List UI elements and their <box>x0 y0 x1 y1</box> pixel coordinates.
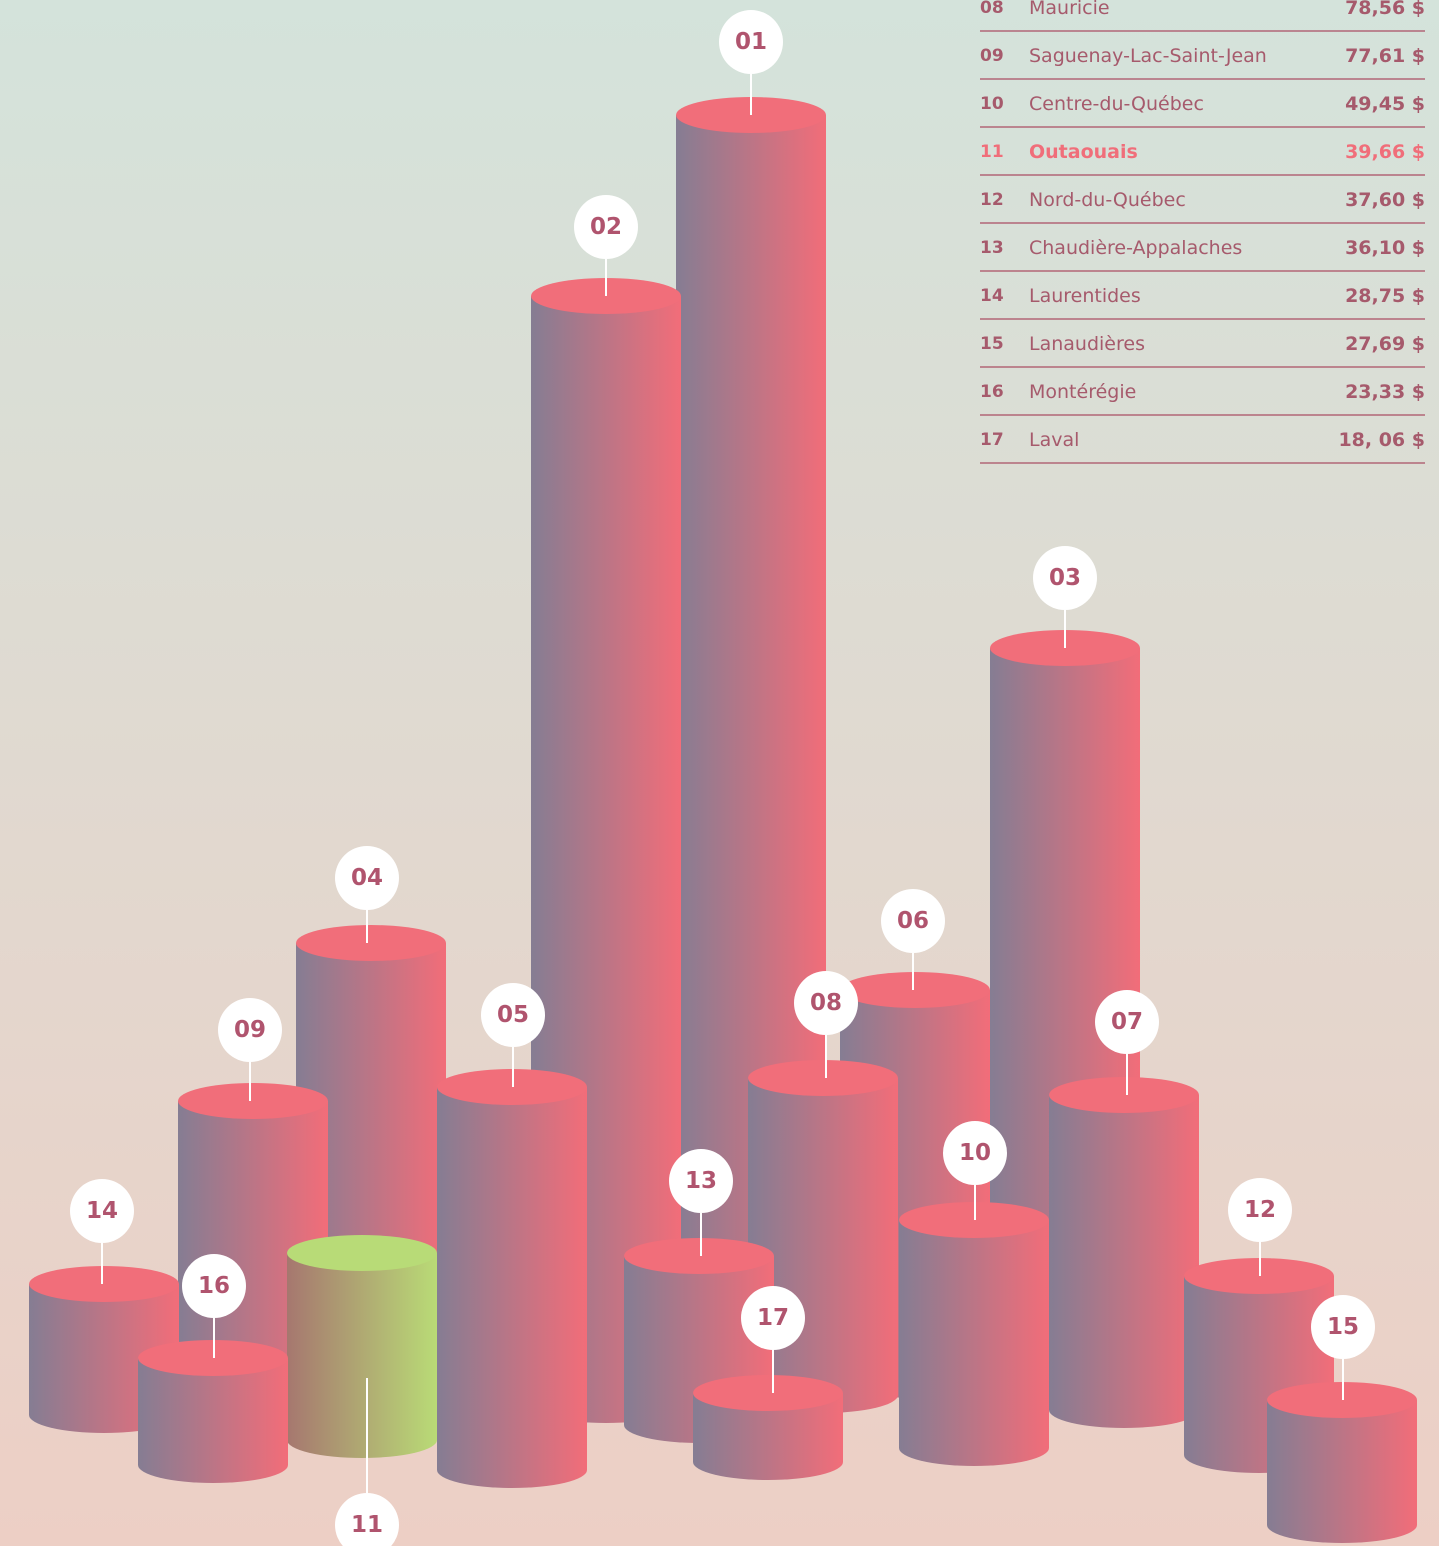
cylinder-top <box>840 972 990 1008</box>
pin-label: 14 <box>86 1198 118 1224</box>
cylinder-top <box>748 1060 898 1096</box>
pin-label: 02 <box>590 214 622 240</box>
cylinder-body <box>693 1393 843 1480</box>
pin-circle <box>719 10 783 74</box>
pin-circle <box>1228 1178 1292 1242</box>
pin-circle <box>1095 990 1159 1054</box>
cylinder-top <box>296 925 446 961</box>
amount: 78,56 $ <box>1345 0 1425 19</box>
pin-circle <box>1311 1295 1375 1359</box>
pin-circle <box>741 1286 805 1350</box>
cylinder-body <box>1049 1095 1199 1428</box>
pin-label: 17 <box>757 1305 789 1331</box>
pin-label: 01 <box>735 29 767 55</box>
pin-circle <box>669 1149 733 1213</box>
rank: 15 <box>980 334 1004 354</box>
region: Saguenay-Lac-Saint-Jean <box>1029 45 1267 67</box>
pin-circle <box>881 889 945 953</box>
cylinder-top <box>1049 1077 1199 1113</box>
rank: 09 <box>980 46 1004 66</box>
amount: 49,45 $ <box>1345 93 1425 115</box>
pin-label: 08 <box>810 990 842 1016</box>
pin-label: 16 <box>198 1273 230 1299</box>
region: Centre-du-Québec <box>1029 93 1204 115</box>
amount: 28,75 $ <box>1345 285 1425 307</box>
cylinder-body <box>437 1087 587 1488</box>
rank: 08 <box>980 0 1004 18</box>
amount: 36,10 $ <box>1345 237 1425 259</box>
cylinders: 01 02 03 04 06 09 14 05 08 07 10 13 12 11 16 17 15 <box>29 10 1417 1546</box>
cylinder-top <box>29 1266 179 1302</box>
pin-circle <box>335 1493 399 1546</box>
pin-label: 06 <box>897 908 929 934</box>
cylinder: 05 <box>437 983 587 1488</box>
pin-label: 03 <box>1049 565 1081 591</box>
rank: 14 <box>980 286 1004 306</box>
rank: 17 <box>980 430 1004 450</box>
pin-label: 11 <box>351 1512 383 1538</box>
pin-circle <box>481 983 545 1047</box>
rank: 16 <box>980 382 1004 402</box>
cylinder: 16 <box>138 1254 288 1483</box>
region: Lanaudières <box>1029 333 1145 355</box>
pin-circle <box>794 971 858 1035</box>
pin-circle <box>218 998 282 1062</box>
amount: 23,33 $ <box>1345 381 1425 403</box>
pin-circle <box>335 846 399 910</box>
region: Montérégie <box>1029 381 1136 403</box>
rank: 13 <box>980 238 1004 258</box>
pin-circle <box>70 1179 134 1243</box>
pin-label: 15 <box>1327 1314 1359 1340</box>
cylinder-body <box>138 1358 288 1483</box>
pin-label: 13 <box>685 1168 717 1194</box>
cylinder: 10 <box>899 1121 1049 1466</box>
cylinder-top <box>693 1375 843 1411</box>
pin-label: 09 <box>234 1017 266 1043</box>
cylinder-top <box>178 1083 328 1119</box>
pin-label: 05 <box>497 1002 529 1028</box>
cylinder-body <box>1267 1400 1417 1543</box>
pin-label: 07 <box>1111 1009 1143 1035</box>
cylinder: 17 <box>693 1286 843 1480</box>
region: Nord-du-Québec <box>1029 189 1186 211</box>
rank: 10 <box>980 94 1004 114</box>
amount: 39,66 $ <box>1345 141 1425 163</box>
pin-circle <box>182 1254 246 1318</box>
cylinder-body <box>899 1220 1049 1466</box>
pin-circle <box>574 195 638 259</box>
ranking-table: 08 Mauricie 78,56 $ 09 Saguenay-Lac-Saint-Je… <box>980 0 1425 464</box>
rank: 11 <box>980 142 1004 162</box>
amount: 27,69 $ <box>1345 333 1425 355</box>
region: Outaouais <box>1029 141 1138 163</box>
pin-circle <box>1033 546 1097 610</box>
region: Laval <box>1029 429 1079 451</box>
region: Laurentides <box>1029 285 1141 307</box>
rank: 12 <box>980 190 1004 210</box>
cylinder: 11 <box>287 1235 437 1546</box>
region: Mauricie <box>1029 0 1110 19</box>
pin-label: 12 <box>1244 1197 1276 1223</box>
cylinder: 07 <box>1049 990 1199 1428</box>
cylinder-top <box>287 1235 437 1271</box>
amount: 37,60 $ <box>1345 189 1425 211</box>
cylinder: 15 <box>1267 1295 1417 1543</box>
cylinder-top <box>624 1238 774 1274</box>
region: Chaudière-Appalaches <box>1029 237 1242 259</box>
cylinder-body <box>287 1253 437 1458</box>
pin-label: 04 <box>351 865 383 891</box>
amount: 18, 06 $ <box>1338 429 1425 451</box>
pin-label: 10 <box>959 1140 991 1166</box>
pin-circle <box>943 1121 1007 1185</box>
amount: 77,61 $ <box>1345 45 1425 67</box>
